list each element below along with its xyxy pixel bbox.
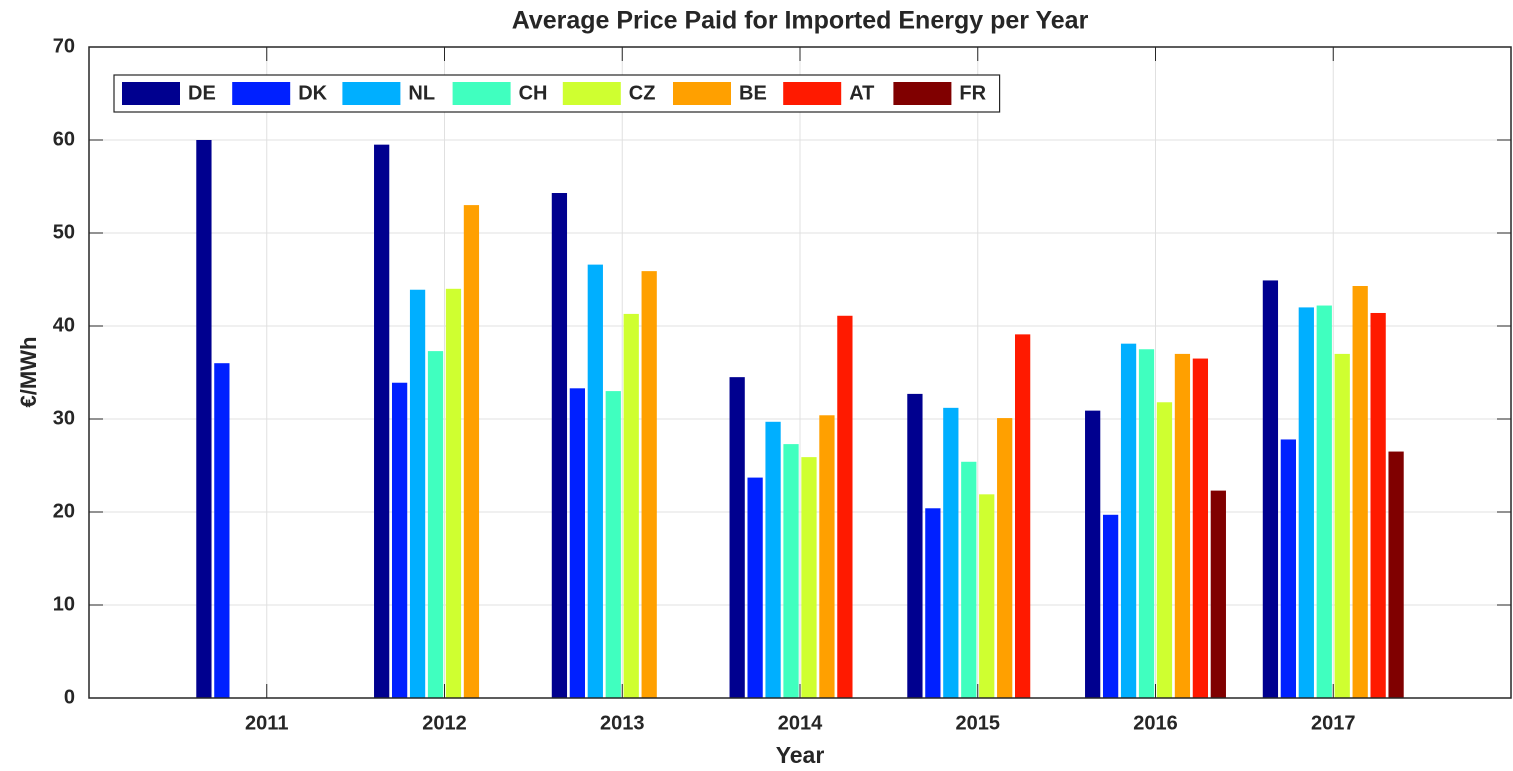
y-tick-label: 20	[53, 500, 75, 522]
y-tick-label: 0	[64, 686, 75, 708]
x-tick-label: 2014	[778, 712, 823, 734]
y-tick-label: 50	[53, 221, 75, 243]
bar	[623, 313, 639, 698]
bar	[1120, 343, 1137, 698]
legend-label: CZ	[629, 82, 656, 104]
bar	[427, 351, 444, 698]
x-tick-label: 2017	[1311, 712, 1356, 734]
legend-swatch	[783, 82, 842, 105]
x-tick-label: 2015	[956, 712, 1001, 734]
bar	[1102, 514, 1119, 698]
chart-title: Average Price Paid for Imported Energy p…	[512, 7, 1089, 35]
bar	[1085, 410, 1101, 698]
bar	[907, 393, 923, 698]
x-tick-label: 2012	[422, 712, 467, 734]
legend-swatch	[122, 82, 180, 105]
plot-frame	[88, 46, 1512, 699]
legend-swatch	[232, 82, 291, 105]
bar	[1370, 312, 1386, 698]
bar	[925, 508, 941, 698]
bar	[1316, 305, 1332, 698]
bar	[801, 457, 817, 698]
x-tick-label: 2013	[600, 712, 645, 734]
legend: DE DK NL CH CZ BE AT FR	[113, 74, 1001, 113]
legend-swatch	[893, 82, 952, 105]
bar	[1138, 349, 1155, 698]
bar	[463, 205, 480, 698]
legend-label: AT	[849, 82, 874, 104]
bar	[391, 382, 408, 698]
y-tick-label: 10	[53, 593, 75, 615]
bar	[819, 415, 835, 698]
legend-label: DE	[188, 82, 216, 104]
x-tick-label: 2016	[1133, 712, 1178, 734]
y-tick-label: 40	[53, 314, 75, 336]
bar	[765, 421, 781, 698]
legend-swatch	[452, 82, 511, 105]
bar	[1015, 334, 1031, 698]
bar	[1298, 307, 1314, 698]
bar	[374, 144, 390, 698]
bar	[729, 377, 745, 698]
bar	[1352, 286, 1368, 698]
bar	[1210, 490, 1226, 698]
bar	[837, 315, 853, 698]
bar	[641, 271, 657, 698]
legend-label: FR	[959, 82, 986, 104]
bar	[783, 444, 799, 698]
bar	[1174, 353, 1191, 698]
legend-label: BE	[739, 82, 767, 104]
bar	[1388, 451, 1404, 698]
bar	[196, 140, 212, 698]
legend-swatch	[562, 82, 621, 105]
bar	[961, 461, 977, 698]
bar	[979, 494, 995, 698]
y-axis-label: €/MWh	[16, 337, 41, 408]
bar	[409, 289, 426, 698]
bar	[1334, 353, 1350, 698]
bar	[445, 288, 462, 698]
bar	[1156, 402, 1173, 698]
bar	[214, 363, 230, 698]
y-tick-label: 70	[53, 35, 75, 57]
bar	[569, 388, 585, 698]
bar	[1192, 358, 1209, 698]
legend-swatch	[342, 82, 401, 105]
legend-swatch	[673, 82, 731, 105]
bar	[605, 391, 621, 698]
legend-label: CH	[519, 82, 548, 104]
y-tick-label: 30	[53, 407, 75, 429]
bar	[747, 477, 763, 698]
bar	[1280, 439, 1296, 698]
legend-label: NL	[408, 82, 435, 104]
bar	[943, 407, 959, 698]
bar	[997, 418, 1013, 698]
bar	[587, 264, 603, 698]
bar	[551, 193, 568, 698]
bar	[1262, 280, 1279, 698]
y-tick-label: 60	[53, 128, 75, 150]
legend-label: DK	[298, 82, 327, 104]
x-axis-label: Year	[776, 742, 825, 768]
x-tick-label: 2011	[245, 712, 288, 734]
